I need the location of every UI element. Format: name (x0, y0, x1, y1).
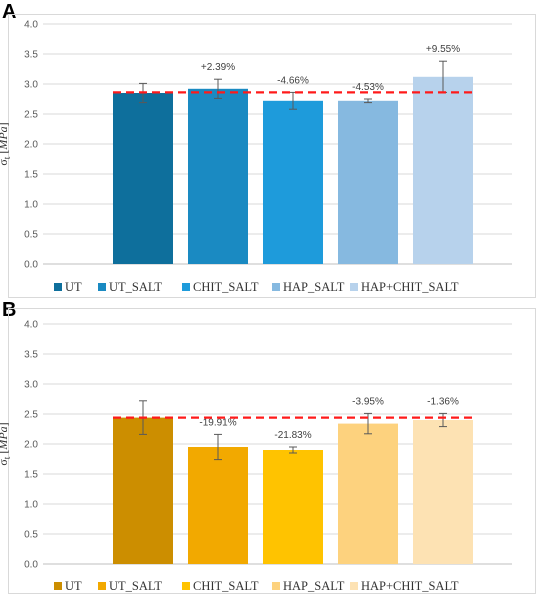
legend-swatch-a (350, 283, 358, 291)
legend-swatch-a (272, 283, 280, 291)
data-label-b: -3.95% (352, 396, 384, 407)
bar-a-HAP_SALT (338, 100, 398, 264)
legend-swatch-a (98, 283, 106, 291)
y-axis-label-a: σt [MPa] (0, 122, 12, 165)
bar-b-UT_SALT (188, 447, 248, 564)
bar-b-UT (113, 417, 173, 564)
legend-label-b: HAP_SALT (283, 579, 345, 593)
y-tick-label-a: 1.0 (24, 200, 38, 211)
legend-label-b: CHIT_SALT (193, 579, 259, 593)
y-tick-label-b: 1.0 (24, 500, 38, 511)
panel-a: A 0.0 0.5 1.0 1.5 2.0 2.5 3.0 3.5 4.0 σt [MPa] +2.… (0, 1, 536, 298)
y-tick-label-b: 0.0 (24, 560, 38, 571)
chart-frame-b (8, 308, 536, 594)
data-label-a: +2.39% (201, 62, 235, 73)
y-tick-label-a: 3.5 (24, 50, 38, 61)
panel-letter-a: A (2, 1, 17, 23)
y-tick-label-b: 0.5 (24, 530, 38, 541)
bar-b-CHIT_SALT (263, 450, 323, 564)
chart-b: 0.0 0.5 1.0 1.5 2.0 2.5 3.0 3.5 4.0 σt [MPa] -19.9… (0, 320, 512, 593)
y-tick-label-b: 4.0 (24, 320, 38, 331)
chart-frame-a (8, 14, 536, 298)
legend-label-b: UT (65, 579, 82, 593)
y-tick-label-b: 3.5 (24, 350, 38, 361)
y-tick-label-a: 4.0 (24, 20, 38, 31)
legend-label-a: HAP_SALT (283, 280, 345, 294)
data-label-b: -19.91% (199, 417, 236, 428)
bar-a-CHIT_SALT (263, 100, 323, 264)
legend-label-a: UT (65, 280, 82, 294)
data-label-b: -1.36% (427, 396, 459, 407)
legend-swatch-a (54, 283, 62, 291)
y-tick-label-a: 0.0 (24, 260, 38, 271)
legend-swatch-a (182, 283, 190, 291)
legend-swatch-b (272, 582, 280, 590)
legend-swatch-b (350, 582, 358, 590)
legend-swatch-b (182, 582, 190, 590)
legend-label-a: HAP+CHIT_SALT (361, 280, 459, 294)
y-tick-label-a: 2.0 (24, 140, 38, 151)
chart-a: 0.0 0.5 1.0 1.5 2.0 2.5 3.0 3.5 4.0 σt [MPa] +2.39… (0, 20, 512, 294)
legend-swatch-b (98, 582, 106, 590)
bar-a-UT_SALT (188, 88, 248, 264)
legend-label-a: UT_SALT (109, 280, 162, 294)
y-tick-label-a: 1.5 (24, 170, 38, 181)
bar-a-UT (113, 93, 173, 264)
y-tick-label-a: 2.5 (24, 110, 38, 121)
legend-label-b: HAP+CHIT_SALT (361, 579, 459, 593)
bar-b-HAP_SALT (338, 423, 398, 564)
panel-b: B 0.0 0.5 1.0 1.5 2.0 2.5 3.0 3.5 4.0 σt [MPa] -19… (0, 298, 540, 596)
data-label-a: -4.66% (277, 75, 309, 86)
data-label-b: -21.83% (274, 430, 311, 441)
bar-b-HAP+CHIT_SALT (413, 420, 473, 564)
legend-label-b: UT_SALT (109, 579, 162, 593)
y-tick-label-b: 2.0 (24, 440, 38, 451)
y-tick-label-a: 0.5 (24, 230, 38, 241)
data-label-a: -4.53% (352, 82, 384, 93)
y-tick-label-a: 3.0 (24, 80, 38, 91)
legend-label-a: CHIT_SALT (193, 280, 259, 294)
panel-letter-b: B (2, 299, 17, 321)
data-label-a: +9.55% (426, 44, 460, 55)
y-tick-label-b: 2.5 (24, 410, 38, 421)
bar-a-HAP+CHIT_SALT (413, 76, 473, 264)
legend-swatch-b (54, 582, 62, 590)
y-axis-label-b: σt [MPa] (0, 422, 12, 465)
y-tick-label-b: 1.5 (24, 470, 38, 481)
y-tick-label-b: 3.0 (24, 380, 38, 391)
